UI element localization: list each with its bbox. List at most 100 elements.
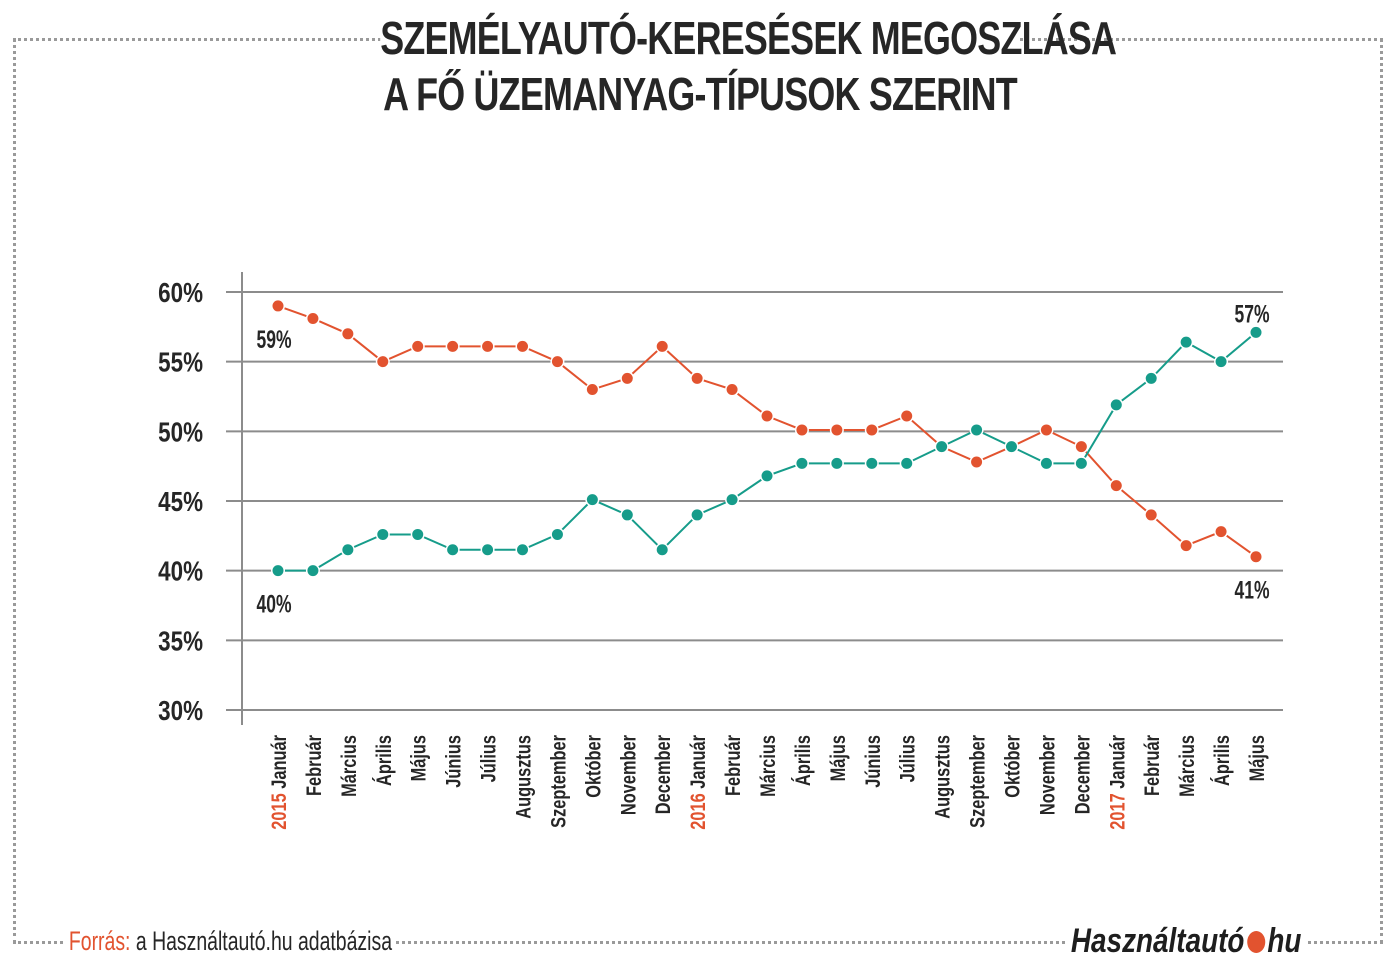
x-tick-label: Október — [1001, 734, 1024, 797]
source-text: a Használtautó.hu adatbázisa — [135, 926, 393, 956]
series-line-1 — [278, 331, 1257, 572]
x-tick-label: November — [1035, 734, 1058, 815]
x-tick-label: Július — [477, 735, 500, 782]
data-point — [899, 409, 914, 424]
month-label: Február — [1140, 734, 1163, 796]
x-tick-label: Szeptember — [966, 734, 989, 827]
data-point — [1109, 397, 1124, 412]
data-point — [1109, 478, 1124, 493]
data-point — [690, 371, 705, 386]
x-tick-label: Április — [372, 735, 395, 786]
data-point — [655, 542, 670, 557]
data-point — [1179, 335, 1194, 350]
x-tick-label: Július — [896, 735, 919, 782]
year-label: 2016 — [686, 789, 709, 830]
data-point — [550, 527, 565, 542]
data-point — [340, 326, 355, 341]
data-point — [271, 563, 285, 578]
logo: Használtautó hu — [1066, 922, 1307, 961]
data-point — [690, 507, 705, 522]
x-tick-label: Április — [1210, 735, 1233, 786]
data-point — [1249, 325, 1263, 340]
x-tick-label: 2017 Január — [1105, 734, 1128, 829]
month-label: Augusztus — [931, 735, 954, 819]
month-label: Május — [407, 735, 430, 781]
data-point — [480, 339, 495, 354]
x-tick-label: December — [1070, 734, 1093, 814]
data-point — [340, 542, 355, 557]
data-point — [620, 507, 635, 522]
data-point — [969, 454, 984, 469]
x-tick-label: 2015 Január — [267, 734, 290, 829]
title-line-1: SZEMÉLYAUTÓ-KERESÉSEK MEGOSZLÁSA — [380, 12, 1117, 64]
data-point — [1144, 507, 1159, 522]
data-point — [1179, 538, 1194, 553]
data-point — [585, 492, 600, 507]
data-point — [1074, 456, 1089, 471]
data-point — [445, 542, 460, 557]
month-label: Május — [826, 735, 849, 781]
data-label: 59% — [256, 325, 291, 354]
data-point — [1144, 371, 1159, 386]
data-point — [1004, 439, 1019, 454]
x-tick-label: Június — [442, 735, 465, 788]
source-label: Forrás: — [68, 926, 131, 956]
data-point — [375, 354, 390, 369]
month-label: Június — [861, 735, 884, 788]
data-point — [271, 298, 285, 313]
month-label: Március — [337, 735, 360, 797]
data-point — [620, 371, 635, 386]
logo-text-right: hu — [1267, 922, 1302, 960]
year-label: 2017 — [1105, 789, 1128, 830]
x-tick-label: Március — [756, 735, 779, 797]
x-tick-label: Október — [581, 734, 604, 797]
logo-dot-icon — [1246, 931, 1265, 953]
logo-text-left: Használtautó — [1070, 922, 1245, 960]
x-tick-label: 2016 Január — [686, 734, 709, 829]
month-label: Október — [1001, 734, 1024, 797]
month-label: Április — [1210, 735, 1233, 786]
month-label: Április — [372, 735, 395, 786]
month-label: December — [1070, 734, 1093, 814]
data-point — [829, 456, 844, 471]
x-tick-label: Május — [407, 735, 430, 781]
y-tick-label: 50% — [158, 417, 203, 448]
x-tick-label: Április — [791, 735, 814, 786]
data-point — [585, 382, 600, 397]
data-point — [1214, 524, 1229, 539]
month-label: December — [651, 734, 674, 814]
x-tick-label: Február — [721, 734, 744, 796]
data-point — [864, 456, 879, 471]
y-tick-label: 30% — [158, 696, 203, 727]
data-point — [1249, 549, 1263, 564]
data-point — [829, 422, 844, 437]
data-point — [969, 422, 984, 437]
month-label: Június — [442, 735, 465, 788]
x-tick-label: Május — [826, 735, 849, 781]
data-label: 40% — [256, 589, 291, 618]
data-point — [550, 354, 565, 369]
data-point — [864, 422, 879, 437]
x-tick-label: December — [651, 734, 674, 814]
y-tick-label: 35% — [158, 626, 203, 657]
month-label: Október — [581, 734, 604, 797]
x-tick-label: Március — [1175, 735, 1198, 797]
x-tick-label: November — [616, 734, 639, 815]
month-label: Február — [302, 734, 325, 796]
year-label: 2015 — [267, 789, 290, 830]
x-tick-label: Augusztus — [512, 735, 535, 819]
data-point — [934, 439, 949, 454]
month-label: Május — [1245, 735, 1268, 781]
data-label: 57% — [1234, 299, 1269, 328]
x-tick-label: Március — [337, 735, 360, 797]
month-label: Július — [477, 735, 500, 782]
data-point — [794, 456, 809, 471]
data-point — [305, 311, 320, 326]
month-label: Január — [1105, 734, 1128, 788]
data-point — [760, 468, 774, 483]
x-tick-label: Augusztus — [931, 735, 954, 819]
data-point — [515, 339, 530, 354]
data-point — [899, 456, 914, 471]
month-label: November — [616, 734, 639, 815]
month-label: Január — [686, 734, 709, 788]
